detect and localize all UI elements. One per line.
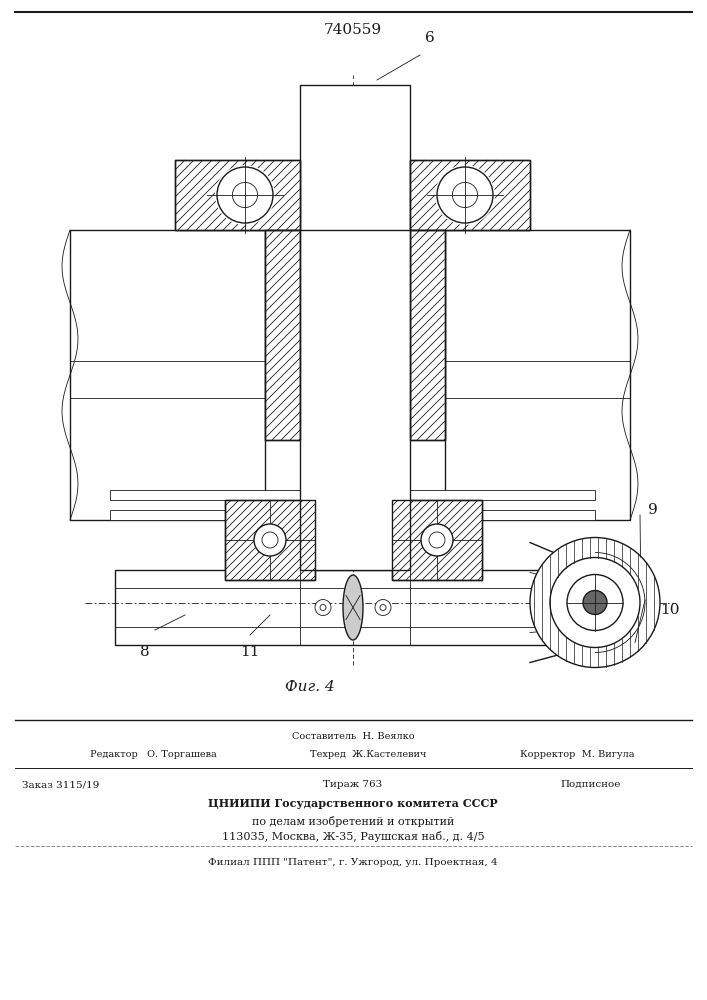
Bar [410, 230, 445, 440]
Circle shape [380, 604, 386, 610]
Bar [265, 230, 300, 440]
Bar [110, 510, 595, 520]
Bar [445, 230, 630, 520]
Text: 11: 11 [240, 645, 259, 659]
Circle shape [233, 182, 257, 208]
Bar [300, 85, 410, 440]
Bar [115, 570, 595, 645]
Bar [110, 490, 595, 500]
Bar [225, 500, 315, 580]
Text: ЦНИИПИ Государственного комитета СССР: ЦНИИПИ Государственного комитета СССР [208, 798, 498, 809]
Circle shape [429, 532, 445, 548]
Bar [225, 500, 315, 580]
Text: Подписное: Подписное [560, 780, 620, 789]
Circle shape [217, 167, 273, 223]
Text: Заказ 3115/19: Заказ 3115/19 [22, 780, 100, 789]
Text: Составитель  Н. Веялко: Составитель Н. Веялко [292, 732, 414, 741]
Text: 113035, Москва, Ж-35, Раушская наб., д. 4/5: 113035, Москва, Ж-35, Раушская наб., д. … [222, 831, 484, 842]
Circle shape [583, 590, 607, 614]
Text: 6: 6 [425, 31, 435, 45]
Circle shape [437, 167, 493, 223]
Ellipse shape [343, 575, 363, 640]
Circle shape [254, 524, 286, 556]
Bar [392, 500, 482, 580]
Circle shape [421, 524, 453, 556]
Bar [410, 230, 445, 440]
Text: Техред  Ж.Кастелевич: Техред Ж.Кастелевич [310, 750, 426, 759]
Text: 8: 8 [140, 645, 150, 659]
Text: Корректор  М. Вигула: Корректор М. Вигула [520, 750, 634, 759]
Text: по делам изобретений и открытий: по делам изобретений и открытий [252, 816, 454, 827]
Circle shape [215, 165, 275, 225]
Text: 740559: 740559 [324, 23, 382, 37]
Bar [265, 230, 300, 440]
Text: Фиг. 4: Фиг. 4 [285, 680, 335, 694]
Circle shape [262, 532, 278, 548]
Bar [175, 160, 300, 230]
Circle shape [550, 558, 640, 648]
Bar [392, 500, 482, 580]
Text: 9: 9 [648, 503, 658, 517]
Circle shape [435, 165, 495, 225]
Circle shape [530, 538, 660, 668]
Circle shape [567, 574, 623, 631]
Circle shape [375, 599, 391, 615]
Circle shape [315, 599, 331, 615]
Text: Тираж 763: Тираж 763 [323, 780, 382, 789]
Circle shape [320, 604, 326, 610]
Text: Филиал ППП "Патент", г. Ужгород, ул. Проектная, 4: Филиал ППП "Патент", г. Ужгород, ул. Про… [208, 858, 498, 867]
Bar [410, 160, 530, 230]
Bar [410, 160, 530, 230]
Bar [300, 230, 410, 570]
Bar [70, 230, 265, 520]
Circle shape [452, 182, 478, 208]
Bar [175, 160, 300, 230]
Text: Редактор   О. Торгашева: Редактор О. Торгашева [90, 750, 217, 759]
Text: 10: 10 [660, 603, 679, 617]
